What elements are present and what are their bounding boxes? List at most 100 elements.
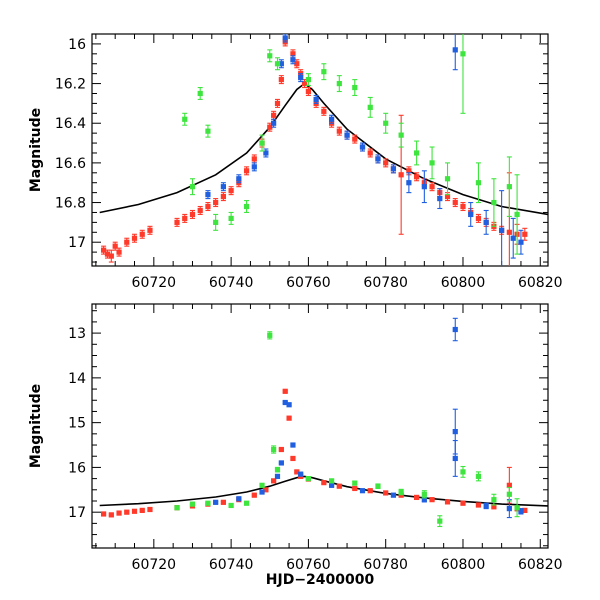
data-point [147, 227, 153, 233]
data-point [475, 180, 482, 186]
data-point [251, 156, 257, 162]
y-tick-label: 16.4 [55, 116, 86, 132]
y-axis-title: Magnitude [28, 108, 44, 192]
plot-area [99, 317, 548, 528]
data-point [228, 502, 234, 509]
data-point [429, 160, 435, 166]
data-point [182, 215, 188, 222]
data-point [359, 488, 366, 494]
data-point [213, 219, 219, 225]
x-tick-label: 60820 [518, 557, 563, 573]
data-point [271, 112, 277, 118]
data-point [460, 51, 466, 57]
top-panel: 60720 60740 60760 60780 60800 60820 16 16.2 16.4… [28, 33, 563, 291]
data-point [236, 496, 242, 502]
data-point [294, 469, 300, 475]
data-point [251, 492, 257, 498]
data-point [452, 199, 458, 206]
data-point [278, 460, 284, 466]
data-point [375, 483, 381, 489]
data-point [444, 499, 451, 505]
data-point [506, 229, 512, 235]
data-point [522, 507, 528, 513]
y-tick-label: 17 [68, 505, 86, 521]
data-point [518, 239, 524, 245]
data-point [437, 195, 443, 202]
data-point [271, 446, 277, 453]
data-point [506, 506, 512, 512]
data-point [483, 503, 489, 509]
data-point [278, 77, 284, 83]
data-point [444, 193, 451, 200]
data-point [506, 184, 512, 190]
data-point [491, 199, 497, 206]
x-tick-label: 60740 [209, 275, 254, 291]
x-tick-label: 60760 [286, 275, 331, 291]
data-point [189, 184, 196, 190]
data-point [243, 500, 250, 506]
data-point [267, 124, 273, 130]
data-point [174, 505, 180, 511]
data-point [294, 61, 300, 67]
data-point [220, 499, 226, 505]
data-point [514, 505, 520, 511]
data-point [421, 184, 427, 190]
data-point [189, 501, 196, 507]
data-point [321, 108, 327, 114]
x-tick-label: 60800 [441, 557, 486, 573]
data-point [243, 168, 250, 174]
data-point [429, 184, 435, 190]
data-point [383, 160, 389, 166]
data-point [139, 507, 145, 513]
plot-area [99, 34, 548, 266]
data-point [491, 504, 497, 510]
data-point [298, 471, 304, 477]
data-point [251, 164, 257, 170]
data-point [375, 156, 381, 162]
data-point [267, 332, 273, 338]
data-point [104, 251, 111, 257]
data-point [290, 455, 296, 462]
data-point [352, 480, 358, 486]
data-point [282, 399, 288, 406]
data-point [398, 489, 404, 495]
data-point [429, 497, 435, 503]
data-point [263, 487, 269, 493]
y-axis: 16 16.2 16.4 16.6 16.8 17 [55, 33, 548, 263]
data-point [298, 75, 304, 81]
y-tick-label: 16.6 [55, 156, 86, 172]
y-axis-title: Magnitude [28, 384, 44, 468]
data-point [352, 485, 358, 492]
data-point [174, 219, 180, 225]
y-tick-label: 16 [68, 460, 86, 476]
data-point [205, 203, 211, 210]
data-point [460, 500, 466, 506]
data-point [398, 172, 404, 178]
data-point [414, 150, 420, 156]
data-point [259, 140, 265, 146]
bottom-panel: 60720 60740 60760 60780 60800 60820 13 14 15 16 17… [28, 303, 563, 588]
data-point [352, 136, 358, 142]
data-point [147, 506, 153, 513]
data-point [228, 215, 234, 222]
data-point [491, 497, 497, 503]
data-point [286, 415, 292, 421]
data-point [437, 518, 443, 524]
data-point [328, 478, 335, 484]
data-point [124, 239, 130, 245]
data-point [108, 512, 114, 518]
data-point [182, 116, 188, 122]
data-point [421, 497, 427, 503]
data-point [305, 476, 312, 482]
data-point [290, 442, 296, 448]
data-point [282, 35, 288, 41]
x-tick-label: 60740 [209, 557, 254, 573]
x-tick-label: 60780 [363, 275, 408, 291]
x-tick-label: 60820 [518, 275, 563, 291]
x-tick-label: 60800 [441, 275, 486, 291]
plot-frame [91, 33, 549, 267]
x-tick-label: 60720 [132, 557, 177, 573]
data-point [131, 235, 138, 241]
data-point [305, 88, 312, 95]
data-point [367, 104, 373, 110]
